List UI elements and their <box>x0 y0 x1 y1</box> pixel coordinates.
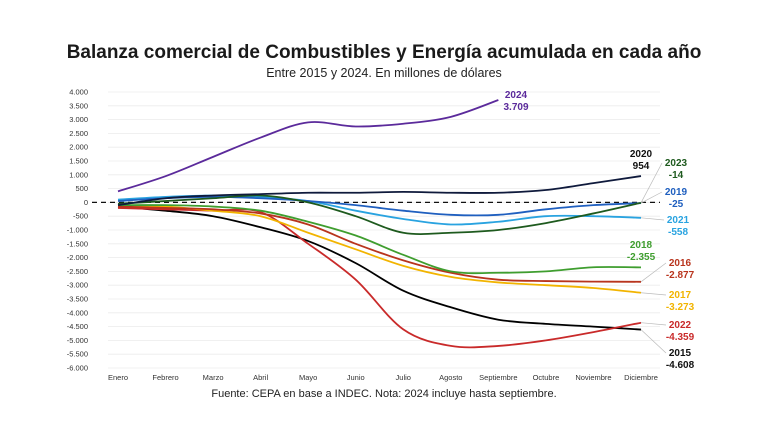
series-label-value: -4.359 <box>666 332 695 343</box>
y-tick-label: 1.500 <box>69 157 88 166</box>
series-label-year: 2015 <box>669 348 692 359</box>
y-tick-label: -5.000 <box>67 336 88 345</box>
series-label-value: 954 <box>633 161 650 172</box>
x-tick-label: Julio <box>396 373 411 382</box>
y-tick-label: -1.000 <box>67 226 88 235</box>
x-tick-label: Abril <box>253 373 268 382</box>
y-tick-label: -2.500 <box>67 267 88 276</box>
series-label-2021: 2021-558 <box>640 215 690 238</box>
chart-title: Balanza comercial de Combustibles y Ener… <box>66 42 702 63</box>
series-label-year: 2021 <box>667 215 690 226</box>
series-label-value: -558 <box>668 227 688 238</box>
y-tick-label: 500 <box>75 184 88 193</box>
y-tick-label: 0 <box>84 198 88 207</box>
series-label-value: -25 <box>669 199 684 210</box>
x-tick-label: Mayo <box>299 373 317 382</box>
series-label-2015: 2015-4.608 <box>640 329 695 371</box>
leader-line <box>640 191 663 204</box>
series-line-2015 <box>117 205 642 331</box>
y-tick-label: 2.000 <box>69 143 88 152</box>
y-axis-ticks: 4.000 3.500 3.000 2.500 2.000 1.500 1.000 500 0 -… <box>67 88 88 373</box>
y-tick-label: -3.000 <box>67 281 88 290</box>
series-label-2018: 2018-2.355 <box>627 240 656 263</box>
series-label-value: -2.877 <box>666 270 695 281</box>
series-lines <box>117 99 642 349</box>
x-tick-label: Octubre <box>533 373 560 382</box>
leader-line <box>640 329 667 354</box>
chart-subtitle: Entre 2015 y 2024. En millones de dólare… <box>266 66 502 80</box>
leader-line <box>640 322 667 326</box>
x-tick-label: Febrero <box>152 373 178 382</box>
series-label-value: -3.273 <box>666 302 695 313</box>
y-tick-label: -5.500 <box>67 350 88 359</box>
series-label-year: 2022 <box>669 320 692 331</box>
x-tick-label: Diciembre <box>624 373 658 382</box>
series-label-2017: 2017-3.273 <box>640 290 695 313</box>
y-tick-label: 1.000 <box>69 170 88 179</box>
y-tick-label: -4.000 <box>67 308 88 317</box>
x-axis-ticks: Enero Febrero Marzo Abril Mayo Junio Julio Agos… <box>108 373 658 382</box>
x-tick-label: Junio <box>347 373 365 382</box>
series-line-2016 <box>117 205 642 283</box>
series-label-2022: 2022-4.359 <box>640 320 695 343</box>
y-tick-label: 2.500 <box>69 129 88 138</box>
series-label-year: 2024 <box>505 90 528 101</box>
series-line-2024 <box>117 99 499 193</box>
series-line-2023 <box>117 194 642 235</box>
x-tick-label: Enero <box>108 373 128 382</box>
leader-line <box>640 217 665 221</box>
x-tick-label: Marzo <box>203 373 224 382</box>
y-tick-label: -500 <box>73 212 88 221</box>
y-tick-label: 3.000 <box>69 115 88 124</box>
series-label-year: 2023 <box>665 158 688 169</box>
y-tick-label: -4.500 <box>67 322 88 331</box>
chart-source-note: Fuente: CEPA en base a INDEC. Nota: 2024… <box>211 388 557 400</box>
series-label-2016: 2016-2.877 <box>640 258 695 283</box>
series-label-value: -2.355 <box>627 252 656 263</box>
y-tick-label: -3.500 <box>67 295 88 304</box>
series-label-year: 2019 <box>665 187 688 198</box>
series-label-year: 2017 <box>669 290 692 301</box>
y-tick-label: 3.500 <box>69 101 88 110</box>
leader-line <box>640 162 663 203</box>
leader-line <box>640 262 667 283</box>
series-label-year: 2018 <box>630 240 653 251</box>
series-label-value: 3.709 <box>503 102 528 113</box>
series-label-2019: 2019-25 <box>640 187 688 210</box>
series-label-value: -14 <box>669 170 684 181</box>
leader-line <box>640 292 667 296</box>
gridlines <box>108 91 660 369</box>
series-label-year: 2016 <box>669 258 692 269</box>
series-label-2023: 2023-14 <box>640 158 688 203</box>
series-line-2019 <box>117 195 642 217</box>
series-label-year: 2020 <box>630 149 653 160</box>
x-tick-label: Septiembre <box>479 373 517 382</box>
series-line-2018 <box>117 204 642 275</box>
series-label-value: -4.608 <box>666 360 695 371</box>
x-tick-label: Agosto <box>439 373 462 382</box>
y-tick-label: 4.000 <box>69 88 88 97</box>
series-line-2020 <box>117 175 642 207</box>
y-tick-label: -1.500 <box>67 239 88 248</box>
series-line-2017 <box>117 204 642 294</box>
y-tick-label: -6.000 <box>67 364 88 373</box>
y-tick-label: -2.000 <box>67 253 88 262</box>
x-tick-label: Noviembre <box>575 373 611 382</box>
